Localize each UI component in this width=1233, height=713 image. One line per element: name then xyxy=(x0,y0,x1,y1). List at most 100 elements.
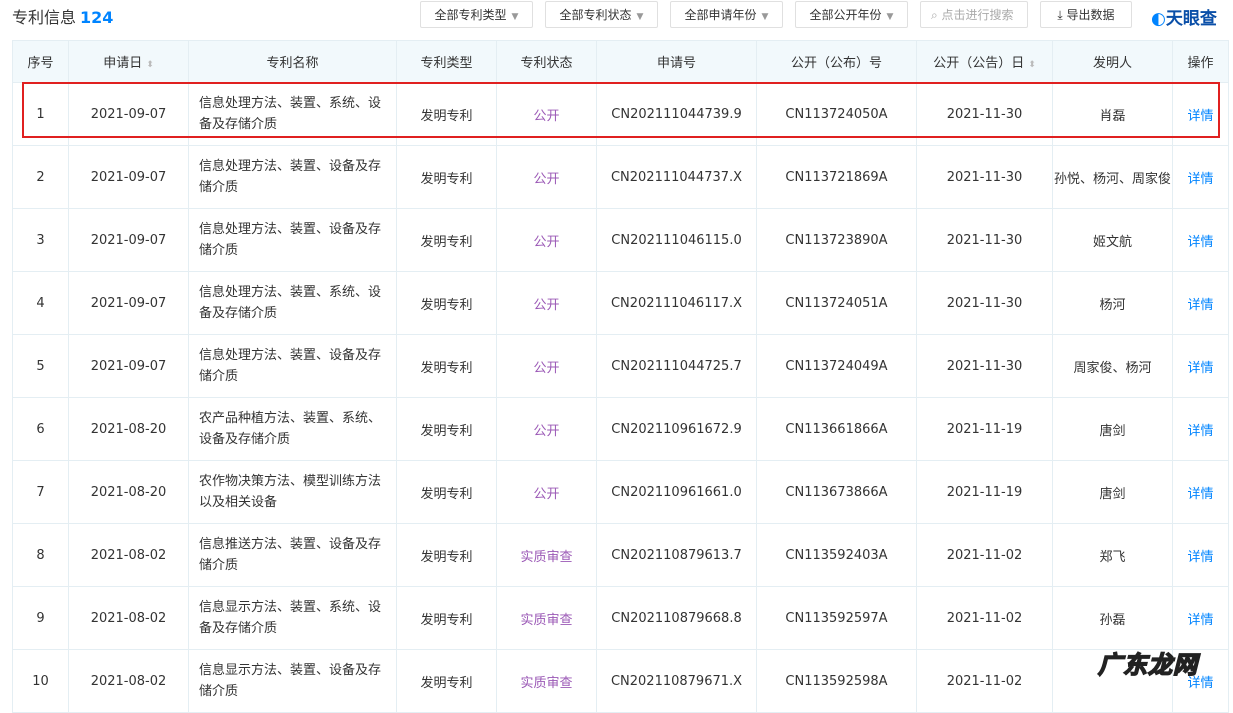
cell-name: 信息处理方法、装置、设备及存储介质 xyxy=(188,334,397,398)
toolbar: 专利信息 124 全部专利类型 ▼ 全部专利状态 ▼ 全部申请年份 ▼ 全部公开年份 ▼ … xyxy=(0,0,1233,32)
filter-label: 全部申请年份 xyxy=(684,8,757,22)
caret-down-icon: ▼ xyxy=(511,12,519,22)
patent-table: 序号 申请日 ⬍ 专利名称 专利类型 专利状态 申请号 公开（公布）号 公开（公告… xyxy=(12,40,1229,713)
cell-app-no: CN202111044739.9 xyxy=(596,82,757,146)
cell-date: 2021-09-07 xyxy=(68,334,189,398)
cell-no: 4 xyxy=(12,271,69,335)
cell-name: 农作物决策方法、模型训练方法以及相关设备 xyxy=(188,460,397,524)
cell-status: 公开 xyxy=(496,82,597,146)
cell-inventor: 杨河 xyxy=(1052,271,1173,335)
cell-inventor: 郑飞 xyxy=(1052,523,1173,587)
cell-pub-no: CN113721869A xyxy=(756,145,917,209)
cell-no: 5 xyxy=(12,334,69,398)
cell-name: 农产品种植方法、装置、系统、设备及存储介质 xyxy=(188,397,397,461)
export-button[interactable]: ⤓ 导出数据 xyxy=(1040,1,1132,28)
cell-no: 8 xyxy=(12,523,69,587)
detail-link[interactable]: 详情 xyxy=(1172,145,1229,209)
cell-date: 2021-08-02 xyxy=(68,586,189,650)
cell-name: 信息处理方法、装置、系统、设备及存储介质 xyxy=(188,82,397,146)
cell-status: 实质审查 xyxy=(496,586,597,650)
cell-name: 信息推送方法、装置、设备及存储介质 xyxy=(188,523,397,587)
cell-app-no: CN202111046117.X xyxy=(596,271,757,335)
cell-inventor: 孙磊 xyxy=(1052,586,1173,650)
table-row: 6 2021-08-20 农产品种植方法、装置、系统、设备及存储介质 发明专利 公开 CN… xyxy=(12,397,1229,461)
cell-pub-no: CN113592597A xyxy=(756,586,917,650)
cell-app-no: CN202110879613.7 xyxy=(596,523,757,587)
cell-no: 1 xyxy=(12,82,69,146)
table-row: 1 2021-09-07 信息处理方法、装置、系统、设备及存储介质 发明专利 公开 CN2… xyxy=(12,82,1229,146)
table-header: 序号 申请日 ⬍ 专利名称 专利类型 专利状态 申请号 公开（公布）号 公开（公告… xyxy=(12,40,1229,83)
cell-app-no: CN202110879668.8 xyxy=(596,586,757,650)
cell-status: 公开 xyxy=(496,145,597,209)
table-row: 4 2021-09-07 信息处理方法、装置、系统、设备及存储介质 发明专利 公开 CN2… xyxy=(12,271,1229,335)
cell-name: 信息处理方法、装置、设备及存储介质 xyxy=(188,208,397,272)
search-input[interactable]: ⌕ 点击进行搜索 xyxy=(920,1,1028,28)
detail-link[interactable]: 详情 xyxy=(1172,271,1229,335)
filter-label: 全部公开年份 xyxy=(809,8,882,22)
cell-date: 2021-09-07 xyxy=(68,82,189,146)
cell-name: 信息处理方法、装置、设备及存储介质 xyxy=(188,145,397,209)
filter-patent-status[interactable]: 全部专利状态 ▼ xyxy=(545,1,658,28)
cell-name: 信息处理方法、装置、系统、设备及存储介质 xyxy=(188,271,397,335)
cell-type: 发明专利 xyxy=(396,523,497,587)
table-row: 8 2021-08-02 信息推送方法、装置、设备及存储介质 发明专利 实质审查 CN20… xyxy=(12,523,1229,587)
cell-pub-no: CN113724051A xyxy=(756,271,917,335)
cell-date: 2021-09-07 xyxy=(68,145,189,209)
col-type: 专利类型 xyxy=(396,40,497,83)
table-row: 10 2021-08-02 信息显示方法、装置、设备及存储介质 发明专利 实质审查 CN2… xyxy=(12,649,1229,713)
cell-status: 公开 xyxy=(496,208,597,272)
cell-pub-no: CN113673866A xyxy=(756,460,917,524)
detail-link[interactable]: 详情 xyxy=(1172,208,1229,272)
detail-link[interactable]: 详情 xyxy=(1172,523,1229,587)
cell-pub-date: 2021-11-30 xyxy=(916,82,1053,146)
cell-pub-date: 2021-11-19 xyxy=(916,460,1053,524)
cell-status: 实质审查 xyxy=(496,649,597,713)
cell-type: 发明专利 xyxy=(396,649,497,713)
cell-inventor: 唐剑 xyxy=(1052,397,1173,461)
cell-app-no: CN202110879671.X xyxy=(596,649,757,713)
cell-app-no: CN202111044725.7 xyxy=(596,334,757,398)
detail-link[interactable]: 详情 xyxy=(1172,82,1229,146)
cell-app-no: CN202110961661.0 xyxy=(596,460,757,524)
table-row: 5 2021-09-07 信息处理方法、装置、设备及存储介质 发明专利 公开 CN2021… xyxy=(12,334,1229,398)
detail-link[interactable]: 详情 xyxy=(1172,460,1229,524)
detail-link[interactable]: 详情 xyxy=(1172,334,1229,398)
cell-pub-no: CN113723890A xyxy=(756,208,917,272)
cell-status: 实质审查 xyxy=(496,523,597,587)
sort-icon[interactable]: ⬍ xyxy=(1028,60,1036,70)
cell-name: 信息显示方法、装置、系统、设备及存储介质 xyxy=(188,586,397,650)
caret-down-icon: ▼ xyxy=(761,12,769,22)
cell-name: 信息显示方法、装置、设备及存储介质 xyxy=(188,649,397,713)
table-row: 2 2021-09-07 信息处理方法、装置、设备及存储介质 发明专利 公开 CN2021… xyxy=(12,145,1229,209)
cell-status: 公开 xyxy=(496,460,597,524)
filter-label: 全部专利状态 xyxy=(559,8,632,22)
cell-pub-date: 2021-11-02 xyxy=(916,586,1053,650)
col-app-no: 申请号 xyxy=(596,40,757,83)
col-apply-date[interactable]: 申请日 ⬍ xyxy=(68,40,189,83)
detail-link[interactable]: 详情 xyxy=(1172,586,1229,650)
cell-app-no: CN202111046115.0 xyxy=(596,208,757,272)
cell-type: 发明专利 xyxy=(396,460,497,524)
search-icon: ⌕ xyxy=(931,8,942,22)
cell-no: 7 xyxy=(12,460,69,524)
detail-link[interactable]: 详情 xyxy=(1172,397,1229,461)
export-label: 导出数据 xyxy=(1066,8,1115,22)
cell-pub-date: 2021-11-30 xyxy=(916,208,1053,272)
cell-status: 公开 xyxy=(496,271,597,335)
patent-count: 124 xyxy=(80,8,114,27)
col-status: 专利状态 xyxy=(496,40,597,83)
cell-pub-no: CN113724050A xyxy=(756,82,917,146)
cell-pub-date: 2021-11-02 xyxy=(916,649,1053,713)
cell-status: 公开 xyxy=(496,334,597,398)
col-pub-date[interactable]: 公开（公告）日 ⬍ xyxy=(916,40,1053,83)
filter-patent-type[interactable]: 全部专利类型 ▼ xyxy=(420,1,533,28)
col-pub-no: 公开（公布）号 xyxy=(756,40,917,83)
cell-pub-no: CN113724049A xyxy=(756,334,917,398)
cell-pub-date: 2021-11-19 xyxy=(916,397,1053,461)
download-icon: ⤓ xyxy=(1057,8,1067,22)
filter-publish-year[interactable]: 全部公开年份 ▼ xyxy=(795,1,908,28)
filter-apply-year[interactable]: 全部申请年份 ▼ xyxy=(670,1,783,28)
sort-icon[interactable]: ⬍ xyxy=(146,60,154,70)
cell-date: 2021-08-02 xyxy=(68,523,189,587)
cell-inventor: 孙悦、杨河、周家俊 xyxy=(1052,145,1173,209)
